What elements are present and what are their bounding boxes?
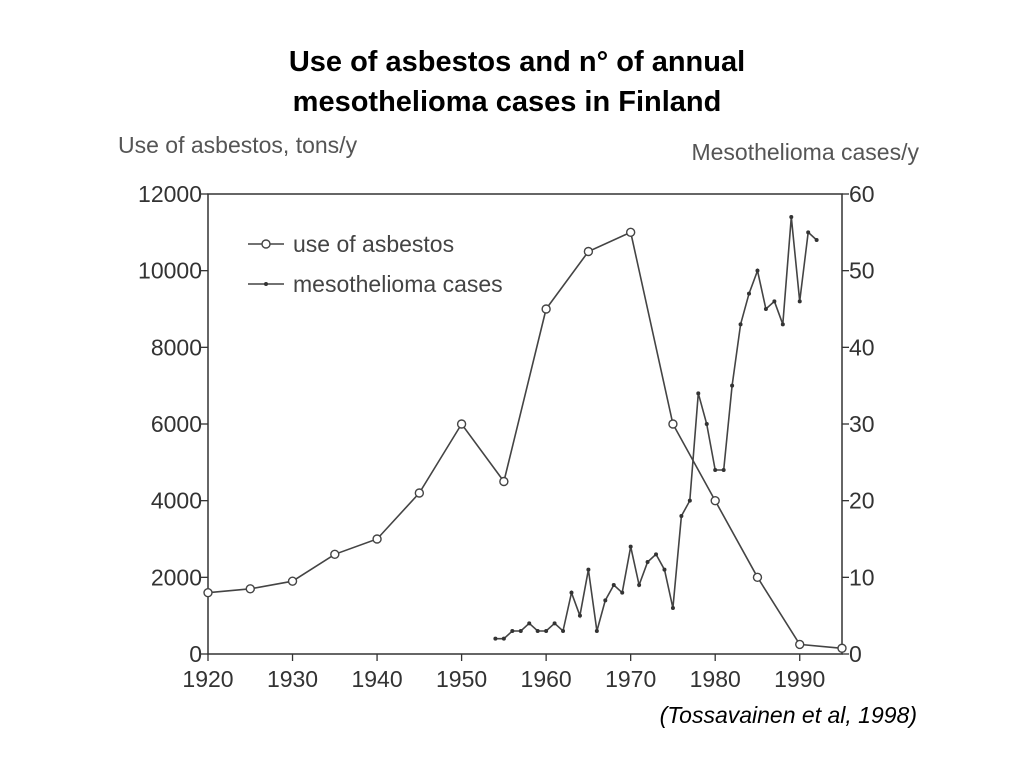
- x-tick-label: 1970: [605, 666, 656, 692]
- data-point-mesothelioma-cases: [518, 629, 523, 633]
- citation: (Tossavainen et al, 1998): [659, 702, 917, 728]
- y-tick-label-right: 50: [849, 258, 875, 284]
- data-point-use-of-asbestos: [456, 419, 467, 429]
- data-point-mesothelioma-cases: [645, 560, 650, 564]
- legend-label-mesothelioma-cases: mesothelioma cases: [293, 271, 503, 297]
- data-point-use-of-asbestos: [752, 572, 763, 583]
- data-point-mesothelioma-cases: [679, 514, 684, 518]
- chart-title: Use of asbestos and n° of annual mesothe…: [0, 42, 1024, 122]
- x-tick-label: 1990: [774, 666, 825, 692]
- data-point-mesothelioma-cases: [662, 567, 667, 572]
- chart-title-line-1: Use of asbestos and n° of annual: [288, 46, 746, 78]
- y-tick-label-right: 30: [849, 411, 875, 437]
- data-point-mesothelioma-cases: [670, 606, 675, 610]
- y-tick-label-right: 20: [849, 488, 875, 514]
- data-point-mesothelioma-cases: [738, 322, 743, 327]
- data-point-mesothelioma-cases: [755, 268, 760, 273]
- data-point-mesothelioma-cases: [611, 583, 616, 587]
- legend-label-use-of-asbestos: use of asbestos: [293, 231, 454, 257]
- y-tick-label-right: 60: [849, 181, 875, 207]
- data-point-use-of-asbestos: [710, 495, 720, 506]
- plot-frame: [207, 193, 843, 655]
- x-tick-label: 1980: [690, 666, 741, 692]
- data-point-use-of-asbestos: [287, 576, 298, 586]
- ticks-layer: 1920 1930 1940 1950 1960 1970 1980 199002000400…: [138, 181, 875, 692]
- data-point-use-of-asbestos: [372, 534, 382, 544]
- data-point-mesothelioma-cases: [704, 422, 709, 426]
- y-tick-label-left: 12000: [138, 181, 202, 207]
- data-point-mesothelioma-cases: [620, 590, 625, 595]
- x-tick-label: 1940: [351, 666, 402, 692]
- data-point-mesothelioma-cases: [763, 307, 768, 311]
- data-point-mesothelioma-cases: [713, 468, 718, 472]
- y-tick-label-right: 0: [849, 641, 862, 667]
- data-point-mesothelioma-cases: [628, 544, 633, 549]
- data-point-mesothelioma-cases: [730, 383, 735, 388]
- data-point-mesothelioma-cases: [586, 567, 591, 572]
- data-point-mesothelioma-cases: [501, 636, 506, 641]
- data-point-mesothelioma-cases: [527, 621, 532, 626]
- data-point-mesothelioma-cases: [747, 291, 752, 296]
- data-point-use-of-asbestos: [245, 584, 255, 594]
- y-tick-label-left: 10000: [138, 258, 202, 284]
- data-point-use-of-asbestos: [330, 549, 340, 560]
- x-tick-label: 1920: [182, 666, 233, 692]
- data-point-mesothelioma-cases: [654, 552, 659, 557]
- data-point-mesothelioma-cases: [814, 238, 819, 242]
- data-point-mesothelioma-cases: [687, 498, 692, 503]
- series-line-mesothelioma-cases: [495, 216, 818, 640]
- data-point-mesothelioma-cases: [561, 629, 566, 633]
- data-point-mesothelioma-cases: [696, 391, 701, 396]
- y-tick-label-left: 6000: [151, 411, 202, 437]
- data-point-use-of-asbestos: [541, 304, 551, 314]
- x-tick-label: 1930: [267, 666, 318, 692]
- chart-title-line-2: mesothelioma cases in Finland: [292, 86, 722, 118]
- y-tick-label-left: 2000: [151, 564, 202, 590]
- data-point-mesothelioma-cases: [544, 629, 549, 633]
- data-point-use-of-asbestos: [668, 419, 678, 429]
- data-point-mesothelioma-cases: [780, 322, 785, 327]
- legend-marker-use-of-asbestos: [261, 239, 271, 249]
- y-axis-right-title: Mesothelioma cases/y: [691, 139, 919, 165]
- legend-marker-mesothelioma-cases: [264, 282, 268, 286]
- data-point-use-of-asbestos: [203, 587, 213, 598]
- data-point-use-of-asbestos: [583, 246, 594, 257]
- x-tick-label: 1950: [436, 666, 487, 692]
- data-point-mesothelioma-cases: [603, 598, 608, 603]
- data-point-use-of-asbestos: [795, 639, 805, 650]
- data-point-use-of-asbestos: [414, 488, 425, 498]
- data-point-mesothelioma-cases: [577, 613, 582, 618]
- y-axis-left-title: Use of asbestos, tons/y: [118, 132, 358, 158]
- legend: use of asbestos mesothelioma cases: [248, 231, 503, 297]
- y-tick-label-right: 10: [849, 564, 875, 590]
- series-layer: [203, 215, 847, 653]
- data-point-mesothelioma-cases: [772, 299, 777, 304]
- data-point-mesothelioma-cases: [637, 583, 642, 587]
- x-tick-label: 1960: [521, 666, 572, 692]
- y-tick-label-left: 8000: [151, 334, 202, 360]
- data-point-mesothelioma-cases: [806, 230, 811, 235]
- data-point-mesothelioma-cases: [569, 590, 574, 595]
- data-point-mesothelioma-cases: [594, 629, 599, 633]
- data-point-mesothelioma-cases: [552, 621, 557, 626]
- data-point-mesothelioma-cases: [789, 215, 794, 219]
- y-tick-label-left: 0: [189, 641, 202, 667]
- data-point-use-of-asbestos: [837, 643, 847, 653]
- data-point-mesothelioma-cases: [493, 636, 498, 641]
- y-tick-label-right: 40: [849, 334, 875, 360]
- data-point-mesothelioma-cases: [797, 299, 802, 304]
- series-line-use-of-asbestos: [207, 231, 843, 650]
- data-point-mesothelioma-cases: [510, 629, 515, 633]
- y-tick-label-left: 4000: [151, 488, 202, 514]
- data-point-mesothelioma-cases: [721, 468, 726, 472]
- data-point-mesothelioma-cases: [535, 629, 540, 633]
- data-point-use-of-asbestos: [499, 476, 509, 487]
- data-point-use-of-asbestos: [625, 227, 636, 238]
